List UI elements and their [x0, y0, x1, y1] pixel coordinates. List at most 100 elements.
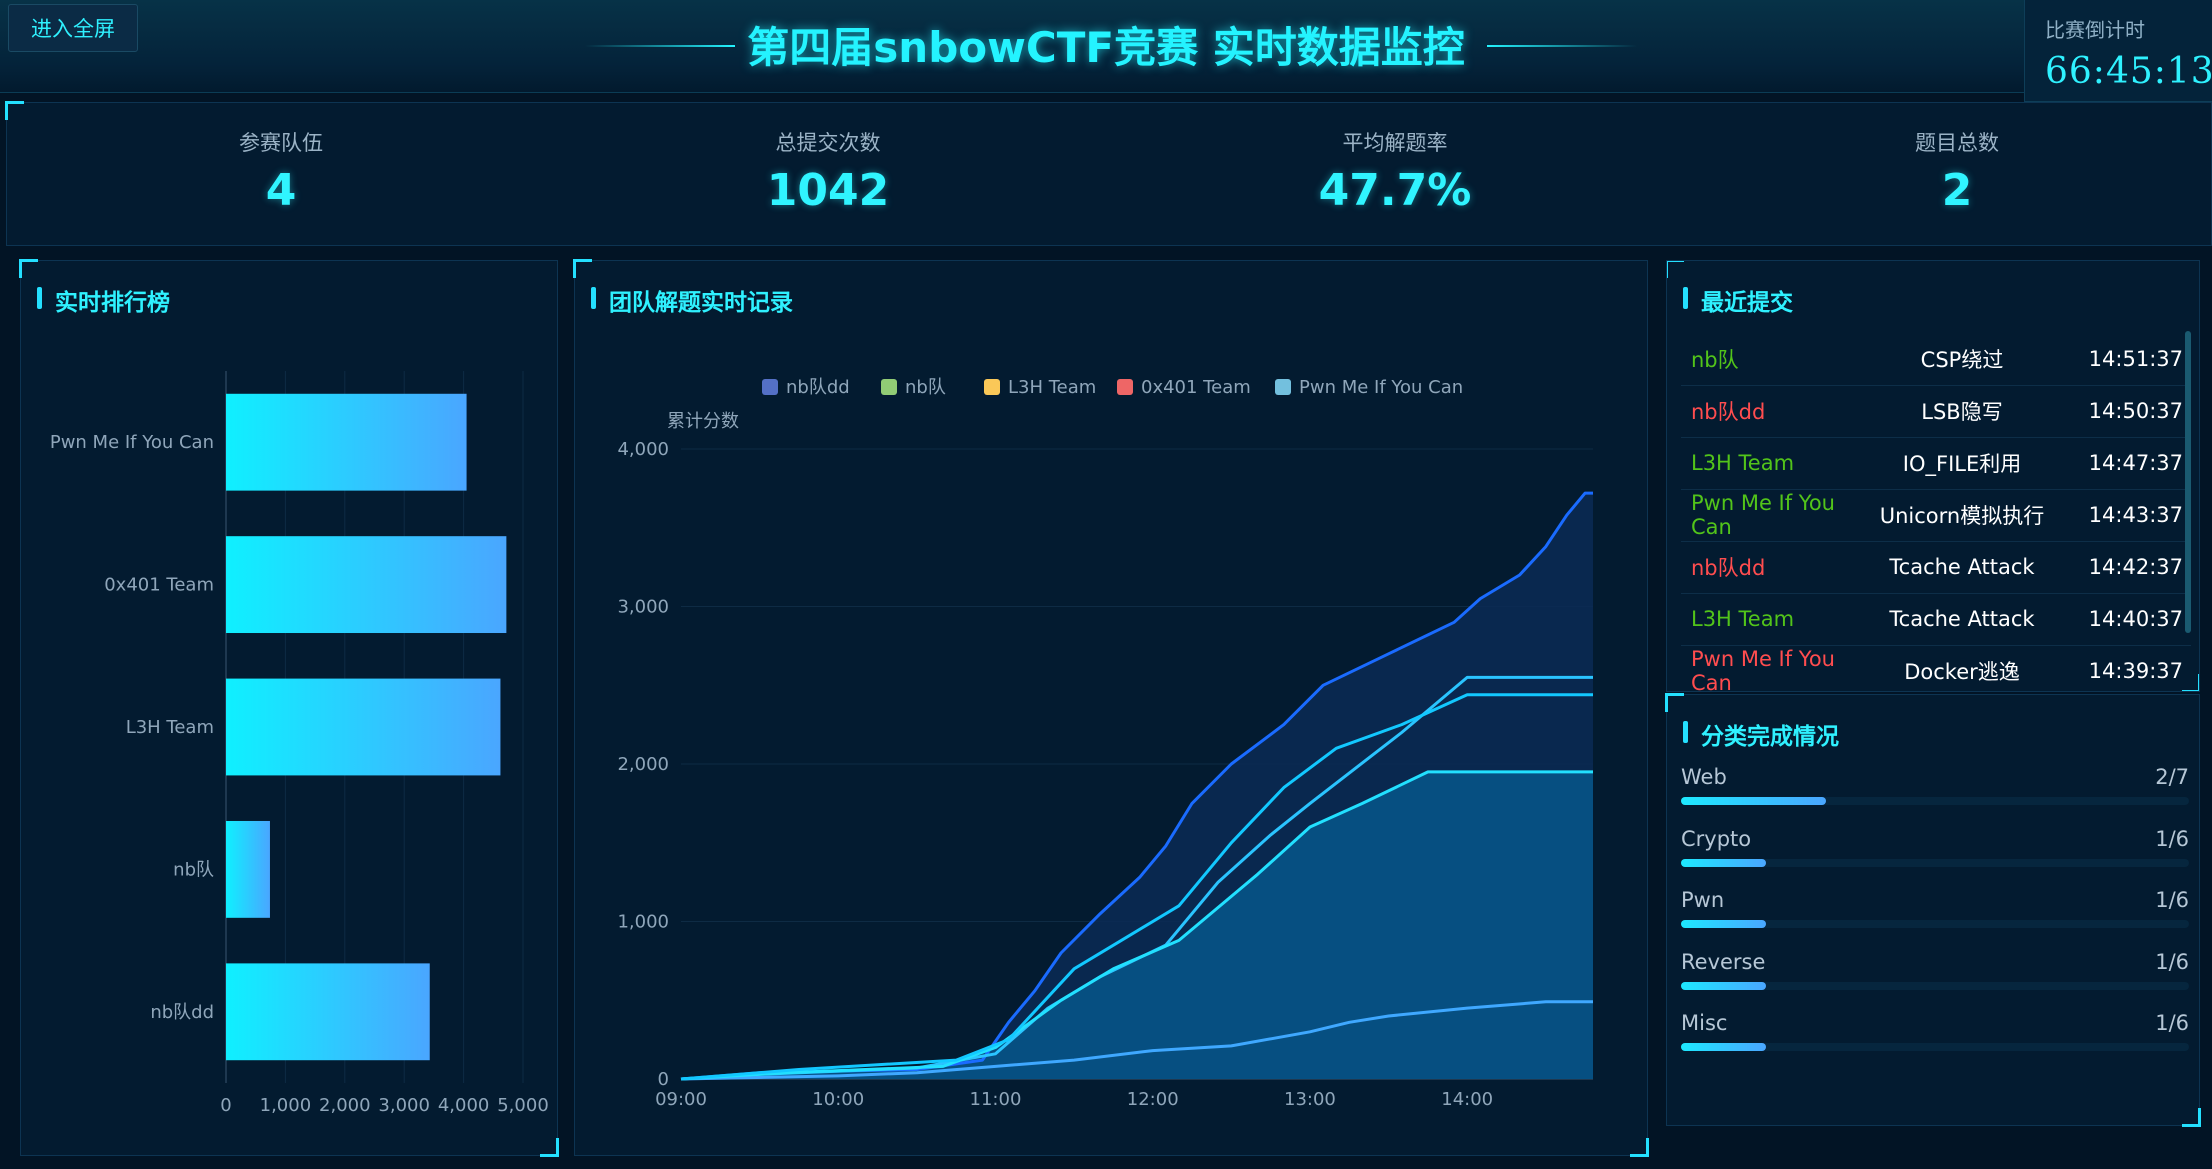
legend-swatch[interactable] [881, 379, 897, 395]
legend-label[interactable]: nb队dd [786, 377, 850, 398]
submission-row: nb队dd Tcache Attack 14:42:37 [1681, 541, 2191, 594]
corner-decoration [2182, 674, 2199, 691]
x-tick-label: 0 [220, 1095, 231, 1116]
category-name: Reverse [1681, 949, 1766, 974]
stats-panel: 参赛队伍 4 总提交次数 1042 平均解题率 47.7% 题目总数 2 [5, 101, 2212, 246]
category-label: L3H Team [126, 717, 214, 738]
stat-teams: 参赛队伍 4 [131, 103, 431, 216]
submission-time: 14:42:37 [2088, 555, 2183, 579]
category-name: Misc [1681, 1011, 1728, 1035]
x-tick-label: 5,000 [497, 1095, 549, 1116]
bar[interactable] [226, 678, 501, 776]
scrollbar[interactable] [2185, 331, 2191, 633]
submission-challenge: LSB隐写 [1921, 400, 2003, 424]
corner-decoration [1630, 1138, 1649, 1157]
stat-label: 总提交次数 [775, 131, 881, 155]
stat-label: 参赛队伍 [239, 131, 323, 155]
header-bar: 进入全屏 第四届snbowCTF竞赛 实时数据监控 [0, 0, 2212, 93]
submission-team: Pwn Me If You Can [1691, 647, 1835, 692]
submission-row: nb队 CSP绕过 14:51:37 [1681, 333, 2191, 386]
corner-decoration [1667, 261, 1684, 278]
category-count: 1/6 [2155, 1011, 2189, 1035]
legend-label[interactable]: 0x401 Team [1141, 377, 1251, 398]
page-title: 第四届snbowCTF竞赛 实时数据监控 [747, 23, 1465, 72]
x-tick-label: 12:00 [1127, 1089, 1179, 1110]
x-tick-label: 09:00 [655, 1089, 707, 1110]
bar[interactable] [226, 963, 430, 1061]
series-line[interactable] [680, 491, 1593, 1081]
y-tick-label: 1,000 [617, 912, 669, 933]
submission-team: L3H Team [1691, 451, 1795, 475]
corner-decoration [573, 259, 592, 278]
corner-decoration [19, 259, 38, 278]
legend-label[interactable]: Pwn Me If You Can [1299, 377, 1463, 398]
progress-track [1681, 981, 2189, 990]
progress-track [1681, 920, 2189, 928]
submission-team: nb队 [1691, 348, 1739, 372]
submission-team: nb队dd [1691, 400, 1766, 424]
fullscreen-button[interactable]: 进入全屏 [8, 4, 138, 52]
progress-track [1681, 858, 2189, 867]
series-line[interactable] [680, 693, 1593, 1081]
submission-team: L3H Team [1691, 607, 1795, 631]
x-tick-label: 11:00 [970, 1089, 1022, 1110]
stat-challenges: 题目总数 2 [1807, 103, 2107, 216]
submission-time: 14:51:37 [2088, 347, 2183, 371]
bar[interactable] [226, 536, 507, 634]
category-count: 1/6 [2155, 826, 2189, 851]
category-name: Crypto [1681, 826, 1752, 851]
stat-solve-rate: 平均解题率 47.7% [1245, 103, 1545, 216]
submission-row: L3H Team IO_FILE利用 14:47:37 [1681, 437, 2191, 490]
legend-label[interactable]: L3H Team [1008, 377, 1096, 398]
stat-label: 平均解题率 [1342, 131, 1448, 155]
series-line[interactable] [680, 1000, 1593, 1081]
submission-challenge: IO_FILE利用 [1902, 452, 2022, 476]
ranking-panel: 实时排行榜 0 1,000 2,000 3,000 4,000 5,000 Pwn Me I… [19, 259, 559, 1157]
title-decoration-right [1487, 45, 1637, 47]
series-line[interactable] [680, 770, 1593, 1081]
stat-value: 4 [265, 165, 297, 216]
y-tick-label: 4,000 [617, 439, 669, 460]
submission-time: 14:43:37 [2088, 503, 2183, 527]
stat-value: 2 [1941, 165, 1973, 216]
submission-challenge: Unicorn模拟执行 [1879, 504, 2045, 528]
submission-challenge: Tcache Attack [1889, 555, 2035, 579]
submission-row: nb队dd LSB隐写 14:50:37 [1681, 385, 2191, 438]
stat-submissions: 总提交次数 1042 [678, 103, 978, 216]
y-tick-label: 3,000 [617, 597, 669, 618]
submission-time: 14:50:37 [2088, 399, 2183, 423]
x-tick-label: 3,000 [378, 1095, 430, 1116]
legend-label[interactable]: nb队 [905, 377, 946, 398]
countdown-value: 66:45:13 [2045, 51, 2212, 92]
recent-panel: 最近提交 nb队 CSP绕过 14:51:37 nb队dd LSB隐写 14:50:37 L… [1666, 260, 2200, 692]
category-count: 1/6 [2155, 949, 2189, 974]
corner-decoration [5, 101, 24, 120]
panel-title: 分类完成情况 [1683, 717, 1839, 751]
timeline-chart: nb队dd nb队 L3H Team 0x401 Team Pwn Me If You … [617, 377, 1593, 1110]
bar[interactable] [226, 820, 270, 918]
progress-track [1681, 1043, 2189, 1051]
x-tick-label: 10:00 [812, 1089, 864, 1110]
bar[interactable] [226, 393, 467, 491]
countdown-label: 比赛倒计时 [2045, 18, 2145, 42]
progress-fill [1681, 797, 1827, 805]
category-label: 0x401 Team [104, 575, 214, 596]
ranking-chart: 0 1,000 2,000 3,000 4,000 5,000 Pwn Me If You … [50, 371, 549, 1116]
x-tick-label: 14:00 [1441, 1089, 1493, 1110]
legend-swatch[interactable] [1275, 379, 1291, 395]
legend-swatch[interactable] [984, 379, 1000, 395]
series-area [681, 771, 1593, 1079]
category-name: Web [1681, 765, 1727, 789]
legend-swatch[interactable] [1117, 379, 1133, 395]
timeline-panel: 团队解题实时记录 nb队dd nb队 L3H Team 0x401 Team Pwn M… [573, 259, 1649, 1157]
submission-time: 14:47:37 [2088, 451, 2183, 475]
title-decoration-left [585, 45, 735, 47]
submission-row: L3H Team Tcache Attack 14:40:37 [1681, 593, 2191, 646]
category-count: 1/6 [2155, 888, 2189, 912]
legend-swatch[interactable] [762, 379, 778, 395]
stat-label: 题目总数 [1915, 131, 1999, 155]
stat-value: 1042 [766, 165, 890, 216]
category-count: 2/7 [2155, 765, 2189, 789]
panel-title: 最近提交 [1683, 283, 1793, 317]
corner-decoration [540, 1138, 559, 1157]
